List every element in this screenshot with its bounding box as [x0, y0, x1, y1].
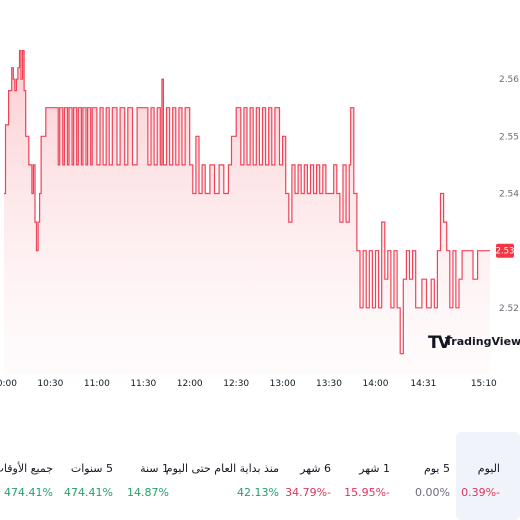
period-label: 5 سنوات [70, 462, 113, 475]
period-change-value: 0.39%- [461, 486, 500, 499]
last-price-badge: 2.53 [496, 243, 515, 258]
last-price-value: 2.53 [496, 247, 515, 257]
tradingview-logo[interactable]: TV TradingView [428, 331, 520, 353]
x-tick-label: 10:30 [37, 379, 63, 389]
y-axis: 2.56 2.55 2.54 2.52 [499, 75, 519, 314]
period-tab[interactable]: 1 شهر 15.95%- [337, 432, 396, 520]
price-line [4, 50, 490, 355]
x-tick-label: 13:30 [316, 379, 342, 389]
period-label: اليوم [477, 462, 500, 475]
y-tick-label: 2.54 [499, 190, 519, 200]
period-tab[interactable]: جميع الأوقات 474.41% [0, 432, 59, 520]
x-tick-label: 12:00 [177, 379, 203, 389]
x-tick-label: 14:31 [410, 379, 436, 389]
price-area-fill [4, 50, 490, 375]
period-label: 6 شهر [300, 462, 331, 475]
y-tick-label: 2.52 [499, 304, 519, 314]
period-change-value: 474.41% [64, 486, 113, 499]
x-tick-label: 11:00 [84, 379, 110, 389]
y-tick-label: 2.56 [499, 75, 519, 85]
x-axis: 10:00 10:30 11:00 11:30 12:00 12:30 13:00 13:30… [0, 379, 497, 389]
price-chart[interactable]: 2.56 2.55 2.54 2.52 10:00 10:30 11:00 11:30 12:… [0, 0, 520, 400]
y-tick-label: 2.55 [499, 132, 519, 142]
period-change-value: 42.13% [237, 486, 279, 499]
period-tab[interactable]: 5 يوم 0.00% [396, 432, 456, 520]
period-change-value: 15.95%- [344, 486, 390, 499]
performance-periods: اليوم 0.39%- 5 يوم 0.00% 1 شهر 15.95%- 6 شهر 34… [0, 432, 520, 520]
period-change-value: 474.41% [4, 486, 53, 499]
tradingview-logo-icon: TV [428, 333, 451, 353]
period-tab[interactable]: منذ بداية العام حتى اليوم 42.13% [166, 432, 285, 520]
period-tab[interactable]: 6 شهر 34.79%- [285, 432, 337, 520]
period-label: 5 يوم [423, 462, 450, 475]
period-label: منذ بداية العام حتى اليوم [165, 462, 279, 475]
period-change-value: 14.87% [127, 486, 169, 499]
x-tick-label: 10:00 [0, 379, 17, 389]
period-tab[interactable]: اليوم 0.39%- [456, 432, 520, 520]
period-tab[interactable]: 1 سنة 14.87% [119, 432, 175, 520]
x-tick-label: 14:00 [363, 379, 389, 389]
period-change-value: 0.00% [415, 486, 450, 499]
x-tick-label: 11:30 [130, 379, 156, 389]
period-label: جميع الأوقات [0, 462, 53, 475]
x-tick-label: 13:00 [270, 379, 296, 389]
period-change-value: 34.79%- [285, 486, 331, 499]
period-label: 1 سنة [140, 462, 169, 475]
period-tab[interactable]: 5 سنوات 474.41% [59, 432, 119, 520]
x-tick-label: 12:30 [223, 379, 249, 389]
x-tick-label: 15:10 [471, 379, 497, 389]
tradingview-wordmark: TradingView [445, 335, 520, 348]
period-label: 1 شهر [359, 462, 390, 475]
